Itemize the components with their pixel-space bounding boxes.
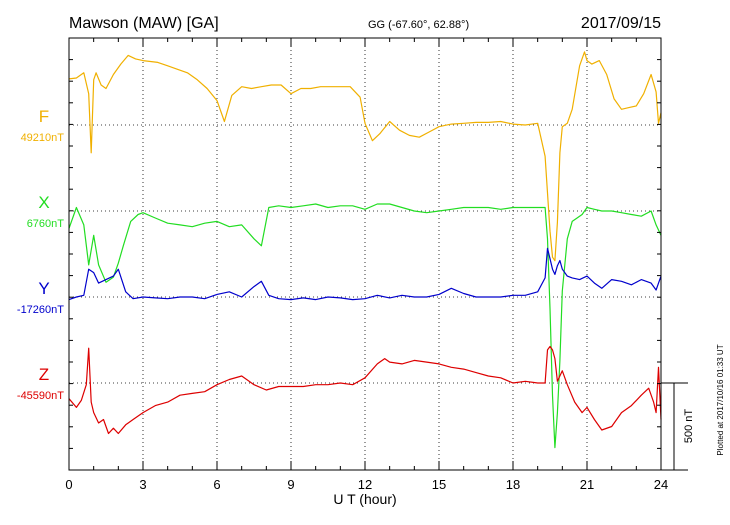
- series-baseline-x: 6760nT: [27, 218, 65, 230]
- chart-date: 2017/09/15: [581, 15, 661, 32]
- plotted-timestamp: Plotted at 2017/10/16 01:33 UT: [716, 344, 725, 455]
- series-baseline-f: 49210nT: [21, 132, 65, 144]
- x-tick-label: 15: [432, 477, 446, 492]
- x-tick-label: 24: [654, 477, 668, 492]
- x-tick-label: 12: [358, 477, 372, 492]
- station-coords: GG (-67.60°, 62.88°): [368, 19, 469, 31]
- x-tick-label: 3: [139, 477, 146, 492]
- scale-bar-label: 500 nT: [683, 409, 695, 444]
- x-tick-label: 9: [287, 477, 294, 492]
- series-name-z: Z: [39, 365, 49, 384]
- series-line-y: [68, 247, 662, 301]
- x-tick-label: 21: [580, 477, 594, 492]
- series-name-y: Y: [38, 279, 49, 298]
- series-line-x: [68, 203, 662, 449]
- x-tick-label: 0: [65, 477, 72, 492]
- x-axis: 0 3 6 9 12 15 18 21 24: [65, 38, 668, 492]
- x-tick-label: 6: [213, 477, 220, 492]
- x-axis-label: U T (hour): [333, 491, 396, 507]
- series-name-f: F: [39, 107, 49, 126]
- station-title: Mawson (MAW) [GA]: [69, 15, 219, 32]
- series-baseline-y: -17260nT: [17, 304, 64, 316]
- series-layer: [68, 51, 662, 449]
- scale-bar: 500 nT: [661, 382, 695, 471]
- grid-lines: [69, 38, 661, 470]
- series-line-f: [68, 51, 662, 262]
- series-name-x: X: [38, 193, 49, 212]
- series-labels: F 49210nT X 6760nT Y -17260nT Z -45590nT: [17, 107, 64, 402]
- x-tick-label: 18: [506, 477, 520, 492]
- series-line-z: [68, 345, 662, 435]
- series-baseline-z: -45590nT: [17, 390, 64, 402]
